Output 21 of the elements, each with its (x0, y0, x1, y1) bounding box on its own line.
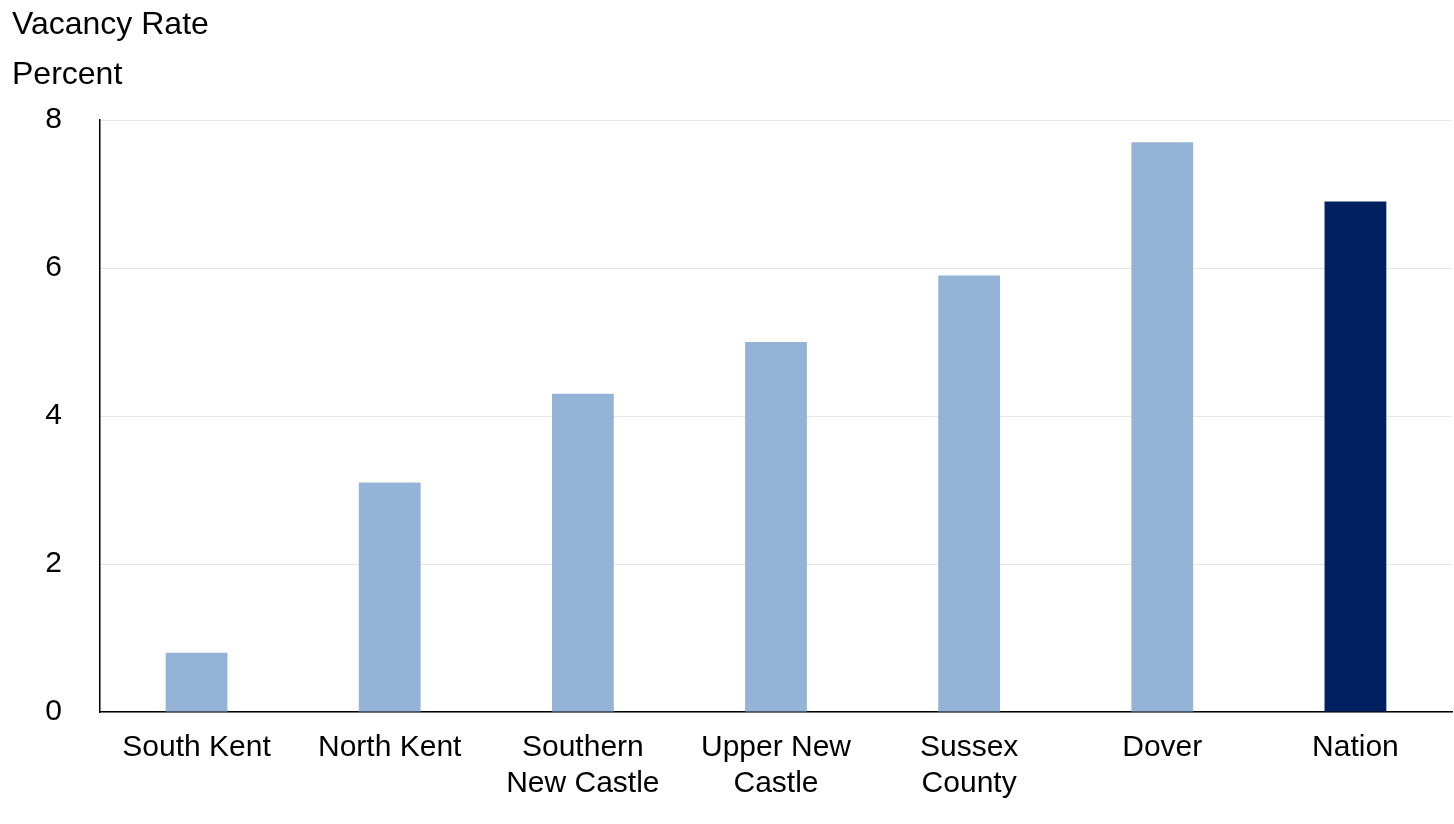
x-tick-label: Southern New Castle (506, 729, 660, 799)
chart-title: Vacancy Rate (12, 4, 209, 43)
y-tick-label: 8 (45, 101, 62, 135)
x-tick-label: South Kent (122, 729, 272, 763)
bar (745, 342, 807, 712)
bar (165, 652, 228, 712)
x-tick-label: North Kent (318, 729, 463, 763)
x-tick-label: Dover (1122, 729, 1203, 763)
y-tick-label: 2 (45, 545, 62, 579)
y-tick-label: 4 (45, 397, 62, 431)
bar (551, 393, 614, 712)
bar (358, 482, 421, 712)
x-tick-label: Sussex County (919, 729, 1019, 799)
y-tick-label: 0 (45, 693, 62, 727)
bar (938, 275, 1001, 712)
bar (1131, 142, 1194, 712)
y-axis-title: Percent (12, 54, 123, 93)
bar (1324, 201, 1387, 712)
x-tick-label: Nation (1312, 729, 1399, 763)
x-tick-label: Upper New Castle (700, 729, 852, 799)
y-tick-label: 6 (45, 249, 62, 283)
